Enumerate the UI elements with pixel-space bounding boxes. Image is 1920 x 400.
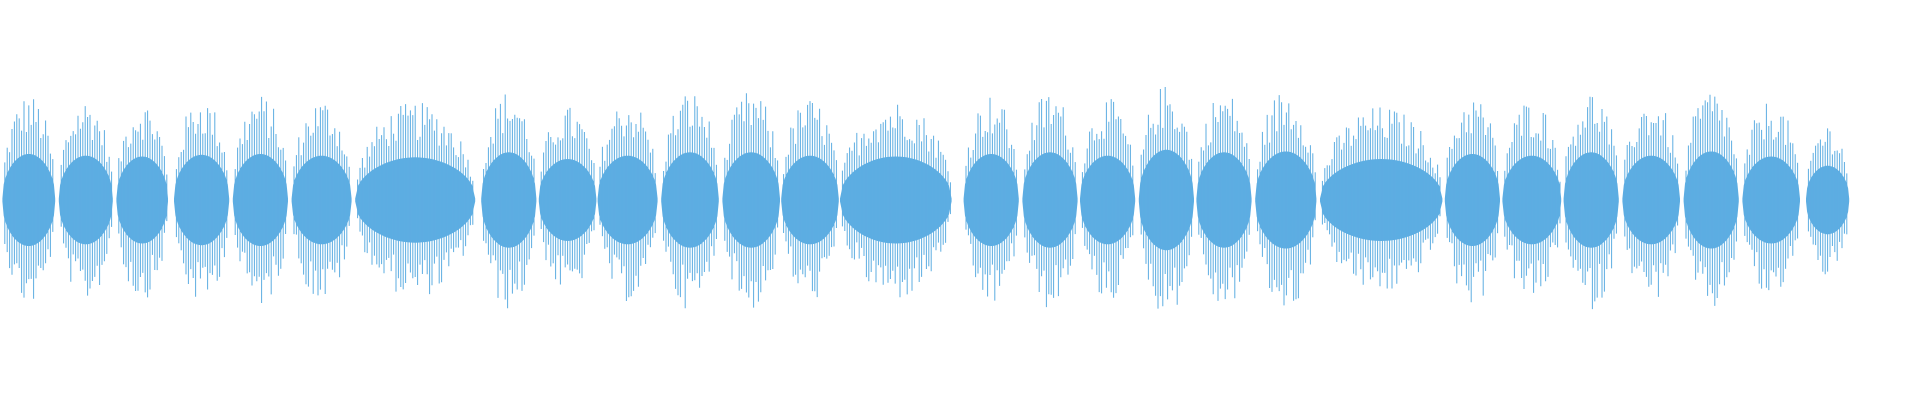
waveform-burst — [232, 96, 288, 303]
waveform-burst — [481, 94, 537, 309]
waveform-burst — [174, 108, 230, 297]
waveform-burst — [58, 106, 113, 296]
waveform-burst — [840, 104, 952, 298]
waveform-core — [1138, 149, 1194, 251]
waveform-core — [232, 154, 288, 246]
waveform-burst — [1022, 97, 1078, 308]
waveform-burst — [1502, 105, 1562, 293]
waveform-core — [1683, 151, 1739, 249]
waveform-burst — [1806, 128, 1850, 275]
waveform-core — [1320, 159, 1443, 241]
waveform-core — [291, 155, 352, 245]
waveform-burst — [538, 107, 597, 285]
waveform-core — [1563, 152, 1619, 248]
waveform-burst — [1320, 107, 1443, 289]
waveform-burst — [597, 111, 658, 301]
waveform-core — [1444, 154, 1500, 246]
waveform-burst — [1622, 113, 1680, 297]
waveform-burst — [2, 99, 56, 299]
waveform-core — [481, 152, 537, 248]
waveform-core — [116, 156, 168, 244]
waveform-burst — [1742, 103, 1800, 291]
waveform-burst — [1444, 102, 1500, 303]
waveform-burst — [291, 105, 352, 296]
waveform-burst — [355, 103, 476, 295]
waveform-burst — [1138, 87, 1194, 309]
waveform-burst — [661, 96, 719, 309]
waveform-core — [963, 154, 1019, 246]
waveform-core — [1080, 155, 1136, 245]
waveform-core — [174, 154, 230, 246]
waveform-core — [1196, 152, 1252, 248]
waveform-burst — [781, 101, 839, 298]
waveform-burst — [1196, 98, 1252, 301]
waveform-burst — [1255, 95, 1317, 306]
waveform-burst — [722, 93, 780, 308]
waveform-core — [597, 155, 658, 245]
waveform-burst — [963, 97, 1019, 301]
waveform-burst — [1080, 99, 1136, 298]
waveform-burst — [1563, 96, 1619, 310]
waveform-burst — [116, 110, 168, 298]
waveform-burst — [1683, 94, 1739, 306]
waveform-core — [1022, 152, 1078, 248]
